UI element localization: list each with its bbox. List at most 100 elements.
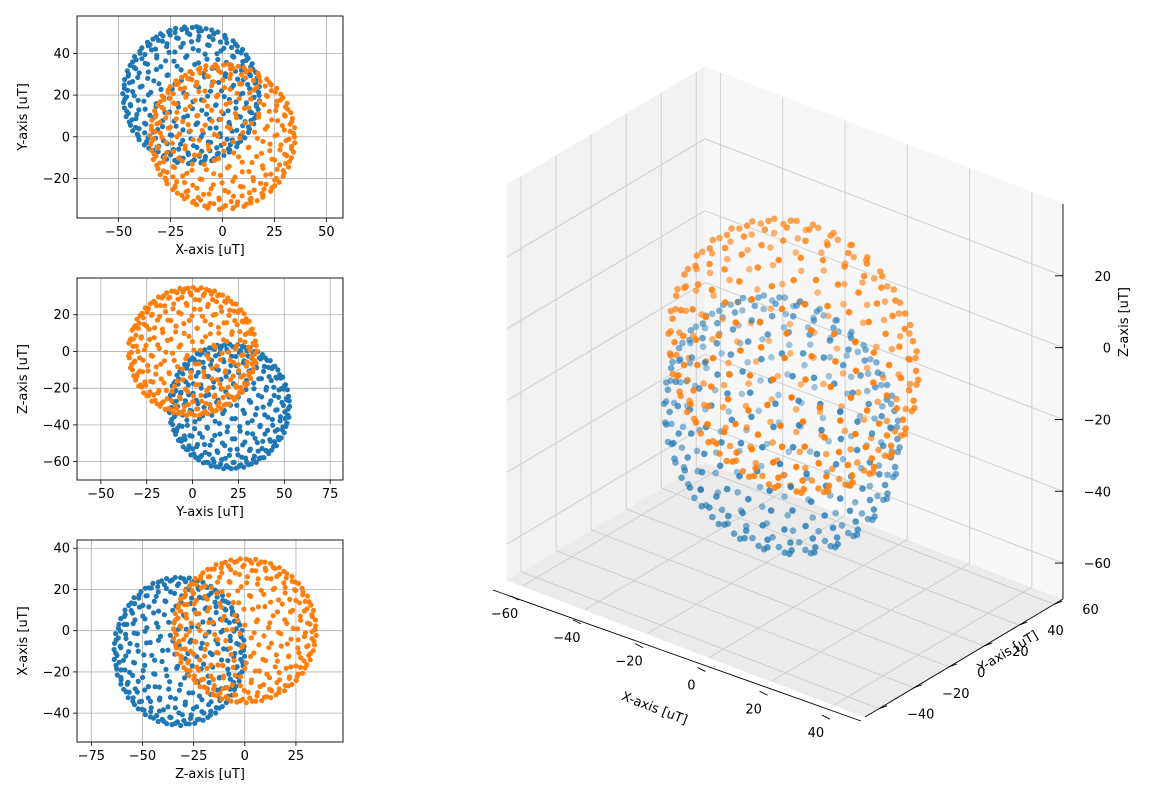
data-point <box>670 439 677 447</box>
data-point <box>250 77 257 84</box>
data-point <box>161 159 167 165</box>
data-point <box>283 575 289 581</box>
data-point <box>182 403 188 409</box>
data-point <box>117 628 124 634</box>
data-point <box>764 401 771 409</box>
data-point <box>844 529 852 537</box>
data-point <box>895 310 903 317</box>
data-point <box>853 531 861 538</box>
data-point <box>134 689 140 695</box>
data-point <box>266 374 272 380</box>
data-point <box>159 134 165 140</box>
data-point <box>181 675 188 681</box>
data-point <box>883 495 891 503</box>
data-point <box>246 397 252 404</box>
data-point <box>208 590 214 596</box>
data-point <box>765 481 773 488</box>
data-point <box>687 400 694 408</box>
x-axis-line <box>492 589 862 722</box>
data-point <box>244 580 250 586</box>
data-point <box>131 373 137 379</box>
data-point <box>180 444 186 450</box>
data-point <box>204 352 210 358</box>
data-point <box>261 102 267 108</box>
data-point <box>217 690 223 696</box>
data-point <box>156 684 162 690</box>
data-point <box>228 567 234 573</box>
data-point <box>136 699 143 705</box>
data-point <box>252 412 259 418</box>
data-point <box>152 129 158 135</box>
y-tick-label: 20 <box>53 308 70 323</box>
data-point <box>221 320 227 326</box>
data-point <box>168 589 174 595</box>
data-point <box>709 513 716 521</box>
data-point <box>909 337 917 345</box>
data-point <box>213 102 219 108</box>
data-point <box>906 330 913 337</box>
data-point <box>163 139 169 145</box>
data-point <box>171 590 178 597</box>
data-point <box>202 67 208 73</box>
data-point <box>215 133 221 139</box>
data-point <box>221 402 227 408</box>
data-point <box>839 370 847 377</box>
data-point <box>153 620 160 626</box>
data-point <box>239 193 245 199</box>
data-point <box>147 336 153 342</box>
data-point <box>783 330 791 337</box>
data-point <box>693 447 701 455</box>
data-point <box>301 608 307 614</box>
data-point <box>174 179 180 185</box>
data-point <box>219 440 226 446</box>
data-point <box>242 120 248 126</box>
data-point <box>891 428 899 435</box>
data-point <box>136 126 142 132</box>
data-point <box>700 380 707 387</box>
data-point <box>687 430 695 437</box>
data-point <box>191 651 197 657</box>
data-point <box>203 167 209 173</box>
data-point <box>268 82 274 88</box>
data-point <box>219 386 225 392</box>
data-point <box>221 466 227 472</box>
data-point <box>870 349 878 356</box>
data-point <box>183 412 190 418</box>
data-point <box>169 350 176 356</box>
data-point <box>257 424 263 430</box>
data-point <box>798 267 805 275</box>
data-point <box>738 390 746 398</box>
data-point <box>201 98 207 104</box>
data-point <box>118 667 124 673</box>
data-point <box>196 28 202 34</box>
data-point <box>198 677 204 683</box>
data-point <box>145 92 151 98</box>
data-point <box>177 86 183 92</box>
x-tick-label: −50 <box>105 225 132 240</box>
data-point <box>244 459 250 465</box>
data-point <box>251 650 257 656</box>
data-point <box>871 513 878 520</box>
data-point <box>136 383 142 389</box>
data-point <box>893 405 901 412</box>
data-point <box>874 398 881 406</box>
data-point <box>256 355 263 361</box>
data-point <box>232 570 238 576</box>
data-point <box>214 579 221 585</box>
data-point <box>148 705 154 711</box>
data-point <box>207 574 213 580</box>
data-point <box>230 599 236 606</box>
data-point <box>692 287 700 294</box>
data-point <box>256 376 262 382</box>
data-point <box>691 494 698 502</box>
data-point <box>853 446 861 454</box>
x-tick-label: 40 <box>808 726 825 741</box>
data-point <box>865 318 872 326</box>
data-point <box>889 312 896 320</box>
data-point <box>863 260 871 267</box>
data-point <box>197 412 203 418</box>
data-point <box>864 370 872 378</box>
data-point <box>182 361 188 367</box>
data-point <box>239 352 245 358</box>
data-point <box>221 141 227 147</box>
